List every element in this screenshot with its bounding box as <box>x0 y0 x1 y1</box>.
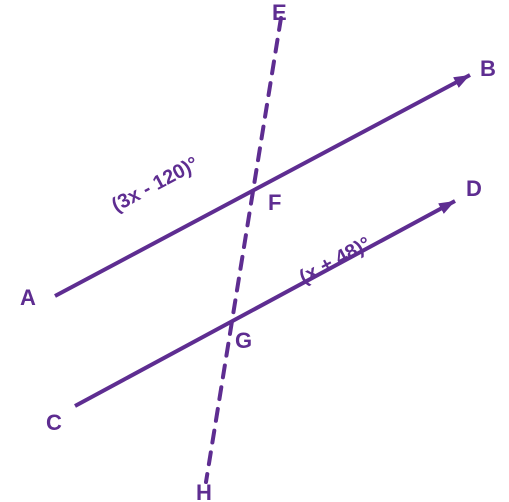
angle-label-afe: (3x - 120)° <box>108 153 202 217</box>
angle-label-dgf: (x + 48)° <box>296 233 375 289</box>
point-label-d: D <box>466 176 482 201</box>
line-eh <box>206 18 281 482</box>
line-ab <box>55 75 470 296</box>
point-label-g: G <box>235 328 252 353</box>
point-label-b: B <box>480 56 496 81</box>
geometry-diagram: (3x - 120)° (x + 48)° A B C D E F G H <box>0 0 509 502</box>
line-cd <box>75 201 455 406</box>
point-label-a: A <box>20 285 36 310</box>
point-label-e: E <box>272 0 287 25</box>
point-label-f: F <box>268 190 281 215</box>
point-label-c: C <box>46 410 62 435</box>
point-label-h: H <box>196 480 212 502</box>
